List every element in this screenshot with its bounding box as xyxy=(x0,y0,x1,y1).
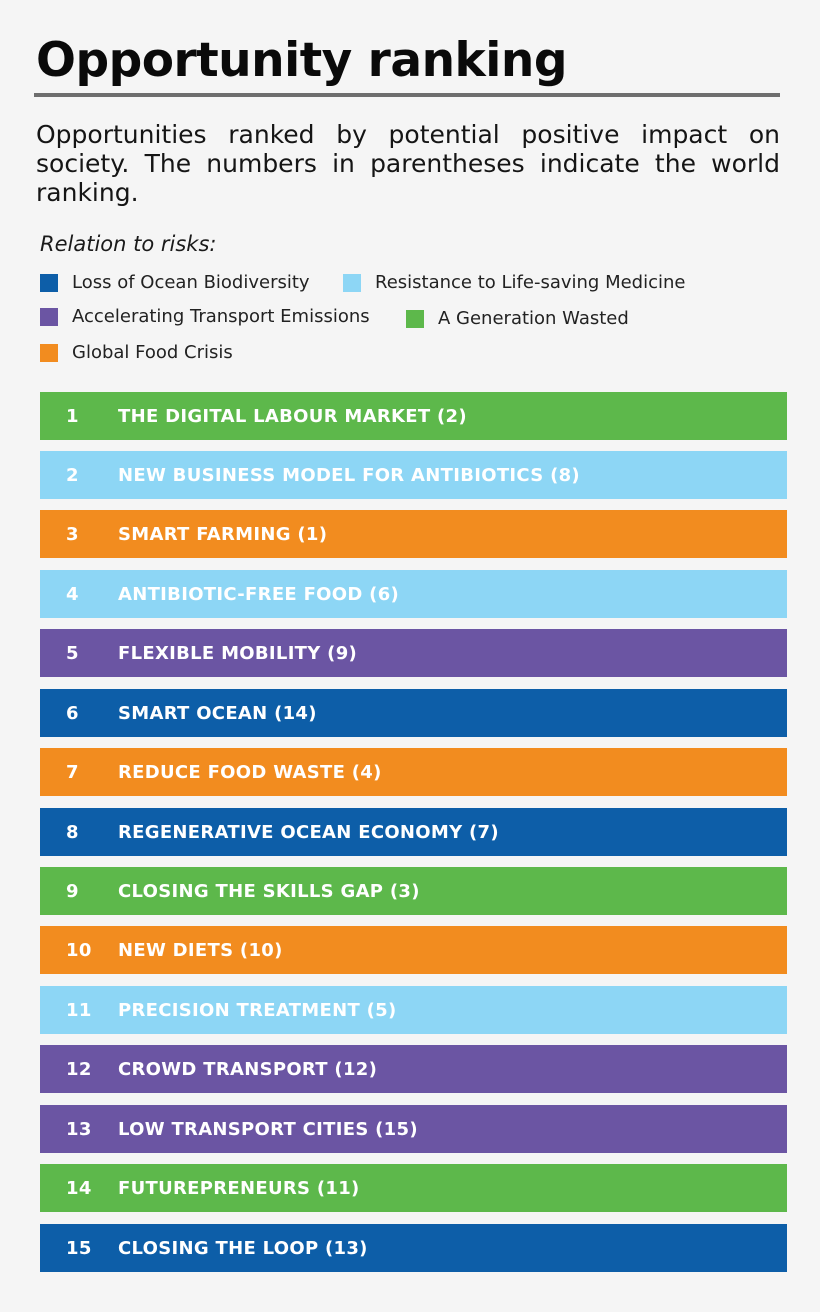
rank-number: 4 xyxy=(66,583,79,605)
rank-label: SMART FARMING (1) xyxy=(118,523,328,545)
legend-item-food: Global Food Crisis xyxy=(40,341,233,365)
rank-label: NEW DIETS (10) xyxy=(118,939,283,961)
title-divider xyxy=(34,93,780,97)
rank-number: 6 xyxy=(66,702,79,724)
rank-label: PRECISION TREATMENT (5) xyxy=(118,999,397,1021)
legend-item-medicine: Resistance to Life-saving Medicine xyxy=(343,271,685,295)
legend-swatch xyxy=(343,274,361,292)
legend-item-generation: A Generation Wasted xyxy=(406,307,629,331)
legend-label: A Generation Wasted xyxy=(438,308,629,329)
ranking-row: 2 NEW BUSINESS MODEL FOR ANTIBIOTICS (8) xyxy=(40,451,787,499)
rank-label: CLOSING THE SKILLS GAP (3) xyxy=(118,880,420,902)
ranking-row: 7 REDUCE FOOD WASTE (4) xyxy=(40,748,787,796)
rank-number: 2 xyxy=(66,464,79,486)
rank-number: 8 xyxy=(66,821,79,843)
legend-label: Accelerating Transport Emissions xyxy=(72,306,370,327)
rank-number: 11 xyxy=(66,999,92,1021)
legend-item-transport: Accelerating Transport Emissions xyxy=(40,305,370,329)
legend-item-ocean: Loss of Ocean Biodiversity xyxy=(40,271,310,295)
rank-label: ANTIBIOTIC-FREE FOOD (6) xyxy=(118,583,400,605)
rank-number: 7 xyxy=(66,761,79,783)
ranking-row: 4 ANTIBIOTIC-FREE FOOD (6) xyxy=(40,570,787,618)
ranking-row: 3 SMART FARMING (1) xyxy=(40,510,787,558)
ranking-row: 13 LOW TRANSPORT CITIES (15) xyxy=(40,1105,787,1153)
intro-paragraph: Opportunities ranked by potential positi… xyxy=(36,120,780,207)
ranking-row: 6 SMART OCEAN (14) xyxy=(40,689,787,737)
rank-label: FUTUREPRENEURS (11) xyxy=(118,1177,360,1199)
rank-number: 3 xyxy=(66,523,79,545)
legend-swatch xyxy=(40,308,58,326)
legend-label: Loss of Ocean Biodiversity xyxy=(72,272,310,293)
rank-number: 1 xyxy=(66,405,79,427)
legend-heading: Relation to risks: xyxy=(40,232,217,256)
page-title: Opportunity ranking xyxy=(36,33,568,88)
legend-swatch xyxy=(406,310,424,328)
legend-label: Global Food Crisis xyxy=(72,342,233,363)
ranking-row: 8 REGENERATIVE OCEAN ECONOMY (7) xyxy=(40,808,787,856)
rank-number: 12 xyxy=(66,1058,92,1080)
rank-number: 9 xyxy=(66,880,79,902)
ranking-row: 14 FUTUREPRENEURS (11) xyxy=(40,1164,787,1212)
rank-label: SMART OCEAN (14) xyxy=(118,702,317,724)
ranking-row: 10 NEW DIETS (10) xyxy=(40,926,787,974)
ranking-row: 11 PRECISION TREATMENT (5) xyxy=(40,986,787,1034)
rank-label: CROWD TRANSPORT (12) xyxy=(118,1058,378,1080)
ranking-row: 12 CROWD TRANSPORT (12) xyxy=(40,1045,787,1093)
rank-label: REGENERATIVE OCEAN ECONOMY (7) xyxy=(118,821,499,843)
rank-number: 14 xyxy=(66,1177,92,1199)
legend-swatch xyxy=(40,344,58,362)
ranking-row: 1 THE DIGITAL LABOUR MARKET (2) xyxy=(40,392,787,440)
ranking-row: 9 CLOSING THE SKILLS GAP (3) xyxy=(40,867,787,915)
rank-label: FLEXIBLE MOBILITY (9) xyxy=(118,642,358,664)
legend-swatch xyxy=(40,274,58,292)
rank-number: 10 xyxy=(66,939,92,961)
rank-label: REDUCE FOOD WASTE (4) xyxy=(118,761,382,783)
ranking-row: 5 FLEXIBLE MOBILITY (9) xyxy=(40,629,787,677)
rank-label: CLOSING THE LOOP (13) xyxy=(118,1237,368,1259)
rank-number: 15 xyxy=(66,1237,92,1259)
rank-label: THE DIGITAL LABOUR MARKET (2) xyxy=(118,405,467,427)
legend-label: Resistance to Life-saving Medicine xyxy=(375,272,686,293)
rank-number: 13 xyxy=(66,1118,92,1140)
ranking-row: 15 CLOSING THE LOOP (13) xyxy=(40,1224,787,1272)
rank-label: NEW BUSINESS MODEL FOR ANTIBIOTICS (8) xyxy=(118,464,580,486)
rank-label: LOW TRANSPORT CITIES (15) xyxy=(118,1118,418,1140)
rank-number: 5 xyxy=(66,642,79,664)
